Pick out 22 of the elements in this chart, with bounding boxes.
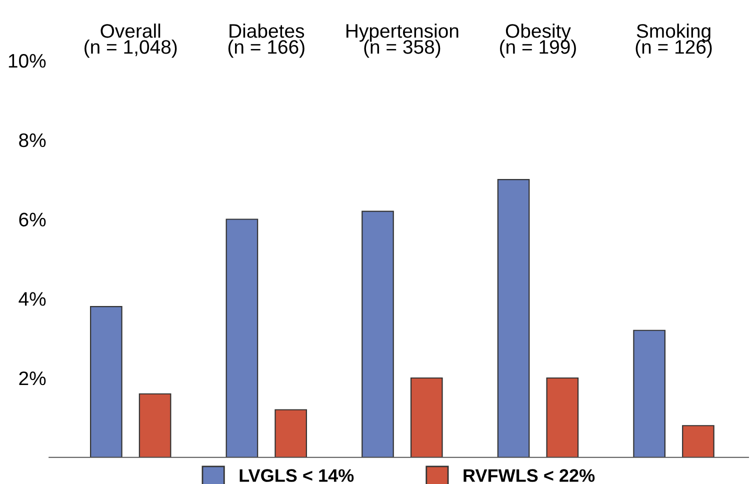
legend-label: RVFWLS < 22% (464, 469, 595, 482)
bar (226, 218, 258, 458)
bar (546, 377, 579, 458)
x-tick-label: Hypertension (n = 358) (346, 24, 458, 58)
x-tick-label: Obesity (n = 199) (500, 24, 576, 58)
y-tick-label: 4% (18, 292, 46, 306)
y-tick-label: 6% (19, 212, 46, 226)
y-tick-label: 10% (8, 54, 46, 68)
bar (682, 425, 714, 458)
bar (90, 306, 122, 458)
bar (138, 393, 172, 458)
bar (633, 330, 666, 458)
legend-label: LVGLS < 14% (240, 469, 354, 482)
y-tick-label: 8% (19, 133, 46, 148)
bar (497, 179, 530, 458)
y-tick-label: 2% (19, 371, 46, 386)
bar (274, 409, 308, 458)
x-tick-label: Smoking (n = 126) (636, 24, 712, 58)
x-tick-label: Diabetes (n = 166) (228, 24, 304, 58)
bar (410, 377, 443, 458)
bar (362, 210, 394, 458)
x-tick-label: Overall (n = 1,048) (84, 24, 177, 58)
